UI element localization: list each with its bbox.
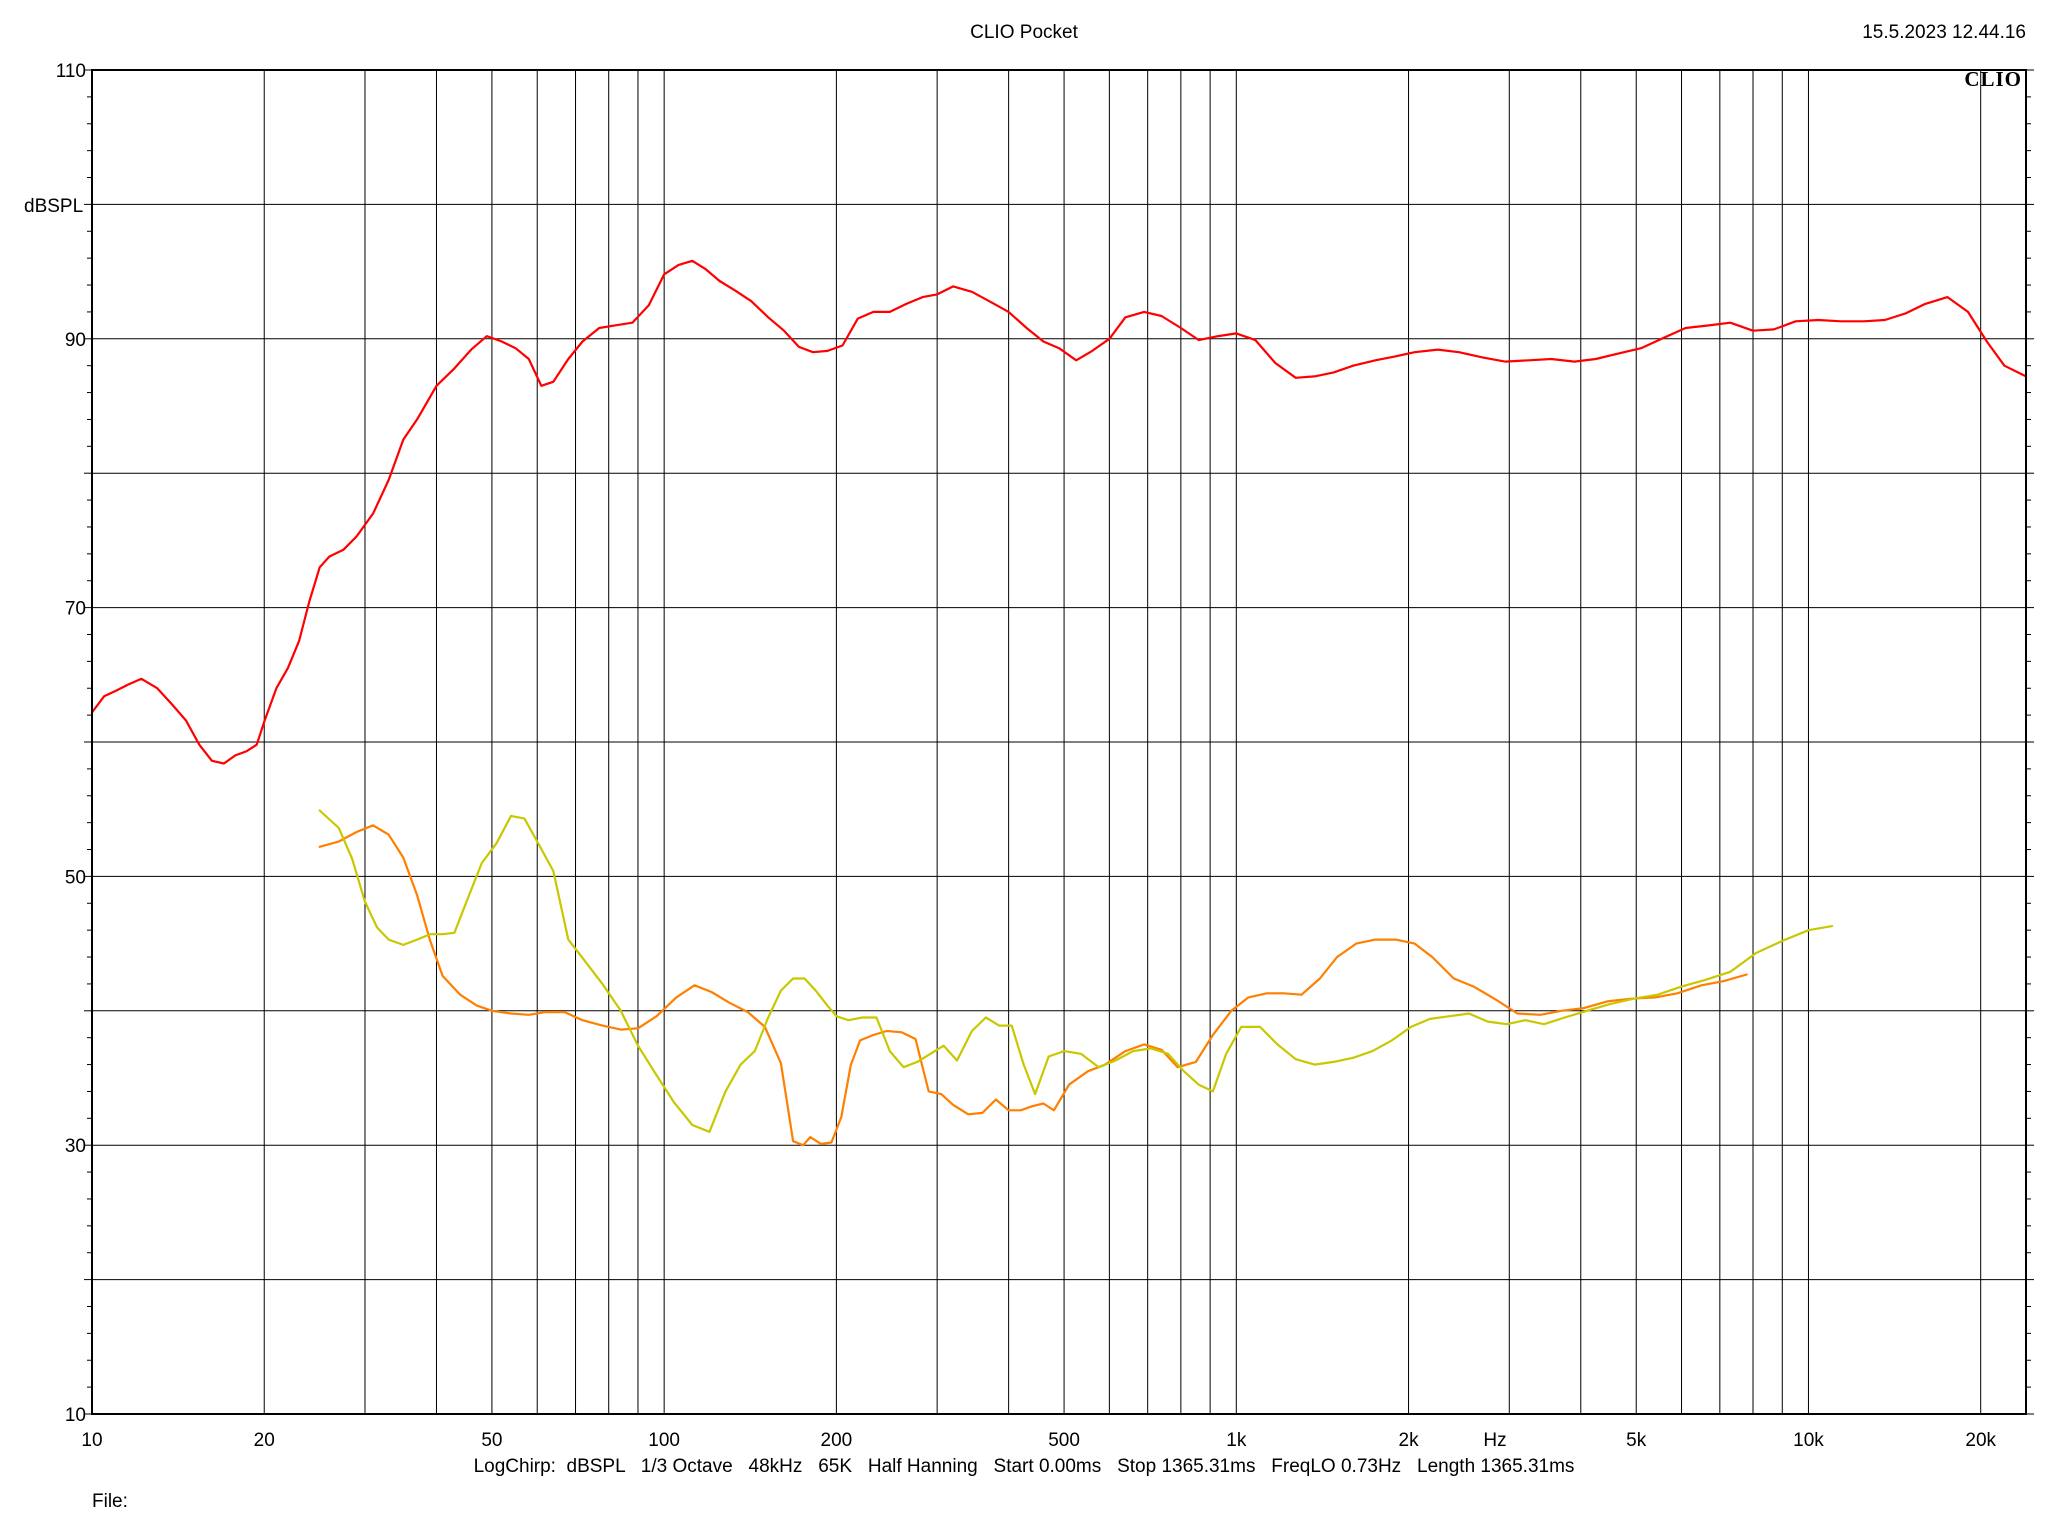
x-tick-label: 50 [481, 1430, 502, 1451]
x-axis-unit-label: Hz [1483, 1430, 1506, 1451]
timestamp: 15.5.2023 12.44.16 [1862, 22, 2026, 43]
x-tick-label: 10k [1793, 1430, 1824, 1451]
x-tick-label: 20 [254, 1430, 275, 1451]
y-axis-label: dBSPL [24, 196, 83, 217]
measurement-settings: LogChirp: dBSPL 1/3 Octave 48kHz 65K Hal… [473, 1456, 1575, 1477]
x-tick-label: 1k [1226, 1430, 1247, 1451]
chart-title: CLIO Pocket [970, 22, 1078, 43]
y-tick-label: 90 [65, 330, 86, 351]
x-tick-label: 200 [821, 1430, 853, 1451]
x-tick-label: 500 [1048, 1430, 1080, 1451]
x-tick-label: 5k [1626, 1430, 1647, 1451]
x-tick-label: 10 [81, 1430, 102, 1451]
y-tick-label: 110 [56, 61, 86, 82]
y-tick-label: 30 [65, 1136, 86, 1157]
y-tick-label: 70 [65, 599, 86, 620]
x-tick-label: 20k [1965, 1430, 1996, 1451]
series-line-3 [318, 809, 1834, 1133]
series-line-1 [90, 259, 2028, 765]
x-tick-label: 100 [648, 1430, 680, 1451]
plot-grid [84, 69, 2034, 1415]
plot-frame [91, 69, 2027, 1415]
y-tick-label: 50 [65, 867, 86, 888]
y-tick-label: 10 [65, 1405, 86, 1426]
file-label: File: [92, 1491, 128, 1512]
plot-curves [90, 259, 2028, 1147]
x-tick-label: 2k [1399, 1430, 1420, 1451]
series-line-2 [318, 824, 1748, 1147]
tick-labels: 10 20 50 100 200 500 1k 2k 5k 10k 20k 10 30 50 70 90 110 [56, 61, 1997, 1451]
